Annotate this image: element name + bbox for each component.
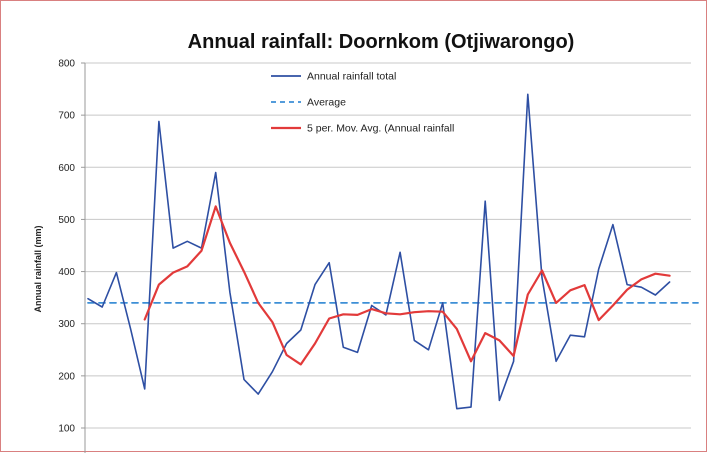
series-line-moving-average — [143, 205, 671, 366]
series-line-annual-rainfall-total — [87, 93, 671, 410]
legend-label: Annual rainfall total — [307, 71, 396, 83]
legend-item-annual-rainfall-total: Annual rainfall total — [271, 71, 396, 83]
y-tick-label: 100 — [58, 424, 75, 435]
chart-title: Annual rainfall: Doornkom (Otjiwarongo) — [188, 31, 575, 53]
y-axis-label: Annual rainfall (mm) — [33, 225, 43, 312]
y-tick-labels: 100 200 300 400 500 600 700 800 — [58, 59, 75, 435]
legend-item-average: Average — [271, 97, 346, 109]
axes — [81, 62, 86, 453]
y-tick-label: 800 — [58, 59, 75, 70]
y-tick-label: 200 — [58, 371, 75, 382]
legend: Annual rainfall total Average 5 per. Mov. … — [271, 71, 454, 135]
y-tick-label: 300 — [58, 319, 75, 330]
series-lines — [87, 93, 699, 410]
legend-label: 5 per. Mov. Avg. (Annual rainfall — [307, 123, 454, 135]
y-tick-label: 700 — [58, 111, 75, 122]
legend-label: Average — [307, 97, 346, 109]
legend-item-moving-average: 5 per. Mov. Avg. (Annual rainfall — [271, 123, 454, 135]
y-tick-label: 500 — [58, 215, 75, 226]
y-tick-label: 400 — [58, 267, 75, 278]
gridlines — [85, 62, 691, 429]
y-tick-label: 600 — [58, 163, 75, 174]
